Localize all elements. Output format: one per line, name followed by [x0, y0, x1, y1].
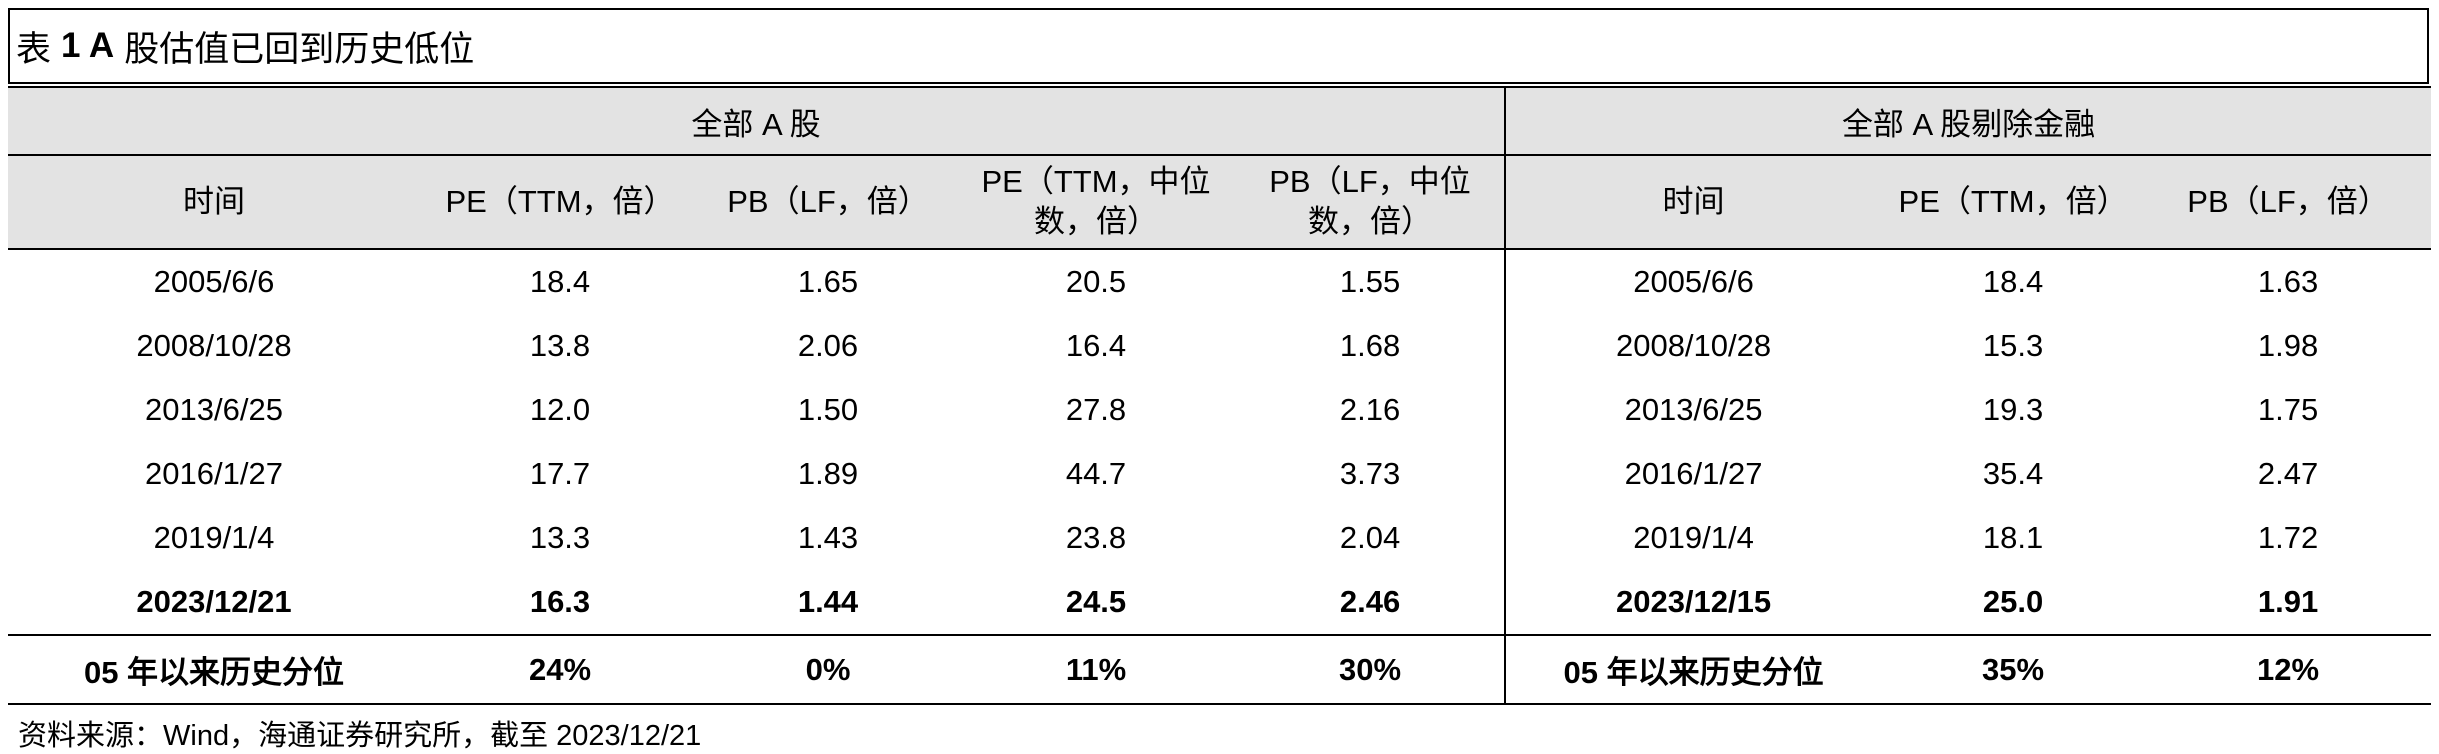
cell: 1.72 [2257, 520, 2319, 555]
cell: 13.3 [529, 520, 591, 555]
cell: 16.4 [1065, 328, 1127, 363]
cell: 19.3 [1982, 392, 2044, 427]
summary-cell: 30% [1236, 634, 1506, 705]
cell: 1.68 [1339, 328, 1401, 363]
cell: 1.75 [2257, 392, 2319, 427]
cell: 2.06 [797, 328, 859, 363]
cell: 2008/10/28 [136, 328, 292, 363]
source-note: 资料来源：Wind，海通证券研究所，截至 2023/12/21 [18, 720, 702, 752]
cell: 35.4 [1982, 456, 2044, 491]
column-header: PE（TTM，中位数，倍） [956, 155, 1236, 250]
summary-row: 05 年以来历史分位 24% 0% 11% 30% 05 年以来历史分位 35% 12% [8, 634, 2432, 705]
cell: 2013/6/25 [145, 392, 283, 427]
cell: 3.73 [1339, 456, 1401, 491]
cell: 1.43 [797, 520, 859, 555]
group-header-row: 全部 A 股 全部 A 股剔除金融 [8, 86, 2432, 156]
cell: 17.7 [529, 456, 591, 491]
cell: 1.44 [797, 584, 859, 619]
cell: 13.8 [529, 328, 591, 363]
cell: 2013/6/25 [1504, 378, 1882, 442]
summary-cell: 05 年以来历史分位 [8, 634, 420, 705]
cell: 16.3 [529, 584, 591, 619]
cell: 2.04 [1339, 520, 1401, 555]
title: 表 1 A 股估值已回到历史低位 [8, 8, 2429, 84]
data-row: 2016/1/27 17.7 1.89 44.7 3.73 2016/1/27 35.4 2.… [8, 442, 2431, 506]
cell: 24.5 [1065, 584, 1127, 619]
title-text: 股估值已回到历史低位 [124, 29, 475, 69]
column-header-row: 时间 PE（TTM，倍） PB（LF，倍） PE（TTM，中位数，倍） PB（LF，中位… [8, 155, 2432, 250]
cell: 1.65 [797, 264, 859, 299]
valuation-table: 全部 A 股 全部 A 股剔除金融 时间 PE（TTM，倍） PB（LF，倍） PE（… [8, 86, 2432, 705]
cell: 44.7 [1065, 456, 1127, 491]
column-header: PB（LF，倍） [2145, 155, 2432, 250]
cell: 2019/1/4 [1504, 506, 1882, 570]
column-header: 时间 [8, 155, 420, 250]
data-row: 2019/1/4 13.3 1.43 23.8 2.04 2019/1/4 18.1 1.72 [8, 506, 2431, 570]
cell: 2.16 [1339, 392, 1401, 427]
cell: 15.3 [1982, 328, 2044, 363]
data-row: 2005/6/6 18.4 1.65 20.5 1.55 2005/6/6 18.4 1.63 [8, 249, 2431, 314]
cell: 2.47 [2257, 456, 2319, 491]
data-row: 2008/10/28 13.8 2.06 16.4 1.68 2008/10/28 15.3… [8, 314, 2431, 378]
cell: 2016/1/27 [145, 456, 283, 491]
title-number: 1 A [61, 26, 115, 65]
cell: 12.0 [529, 392, 591, 427]
column-header: 时间 [1504, 155, 1882, 250]
cell: 18.1 [1982, 520, 2044, 555]
summary-cell: 05 年以来历史分位 [1504, 634, 1882, 705]
column-header: PB（LF，倍） [700, 155, 956, 250]
data-row: 2013/6/25 12.0 1.50 27.8 2.16 2013/6/25 19.3 1.… [8, 378, 2431, 442]
cell: 18.4 [529, 264, 591, 299]
cell: 2005/6/6 [153, 264, 275, 299]
cell: 1.63 [2257, 264, 2319, 299]
group-header: 全部 A 股剔除金融 [1504, 86, 2432, 156]
cell: 2008/10/28 [1504, 314, 1882, 378]
cell: 2023/12/15 [1504, 570, 1882, 635]
summary-cell: 0% [700, 634, 956, 705]
cell: 2019/1/4 [153, 520, 275, 555]
cell: 25.0 [1982, 584, 2044, 619]
summary-cell: 35% [1881, 634, 2146, 705]
cell: 20.5 [1065, 264, 1127, 299]
summary-cell: 12% [2145, 634, 2432, 705]
cell: 1.91 [2257, 584, 2319, 619]
group-header: 全部 A 股 [8, 86, 1506, 156]
cell: 27.8 [1065, 392, 1127, 427]
cell: 2016/1/27 [1504, 442, 1882, 506]
column-header: PE（TTM，倍） [1881, 155, 2146, 250]
column-header: PB（LF，中位数，倍） [1236, 155, 1506, 250]
cell: 2005/6/6 [1504, 249, 1882, 314]
title-prefix: 表 [16, 29, 52, 69]
cell: 1.50 [797, 392, 859, 427]
cell: 1.98 [2257, 328, 2319, 363]
cell: 2.46 [1339, 584, 1401, 619]
summary-cell: 11% [956, 634, 1236, 705]
data-row: 2023/12/21 16.3 1.44 24.5 2.46 2023/12/15 25.0… [8, 570, 2431, 635]
column-header: PE（TTM，倍） [420, 155, 700, 250]
summary-cell: 24% [420, 634, 700, 705]
cell: 1.55 [1339, 264, 1401, 299]
cell: 18.4 [1982, 264, 2044, 299]
cell: 2023/12/21 [136, 584, 292, 619]
cell: 23.8 [1065, 520, 1127, 555]
cell: 1.89 [797, 456, 859, 491]
